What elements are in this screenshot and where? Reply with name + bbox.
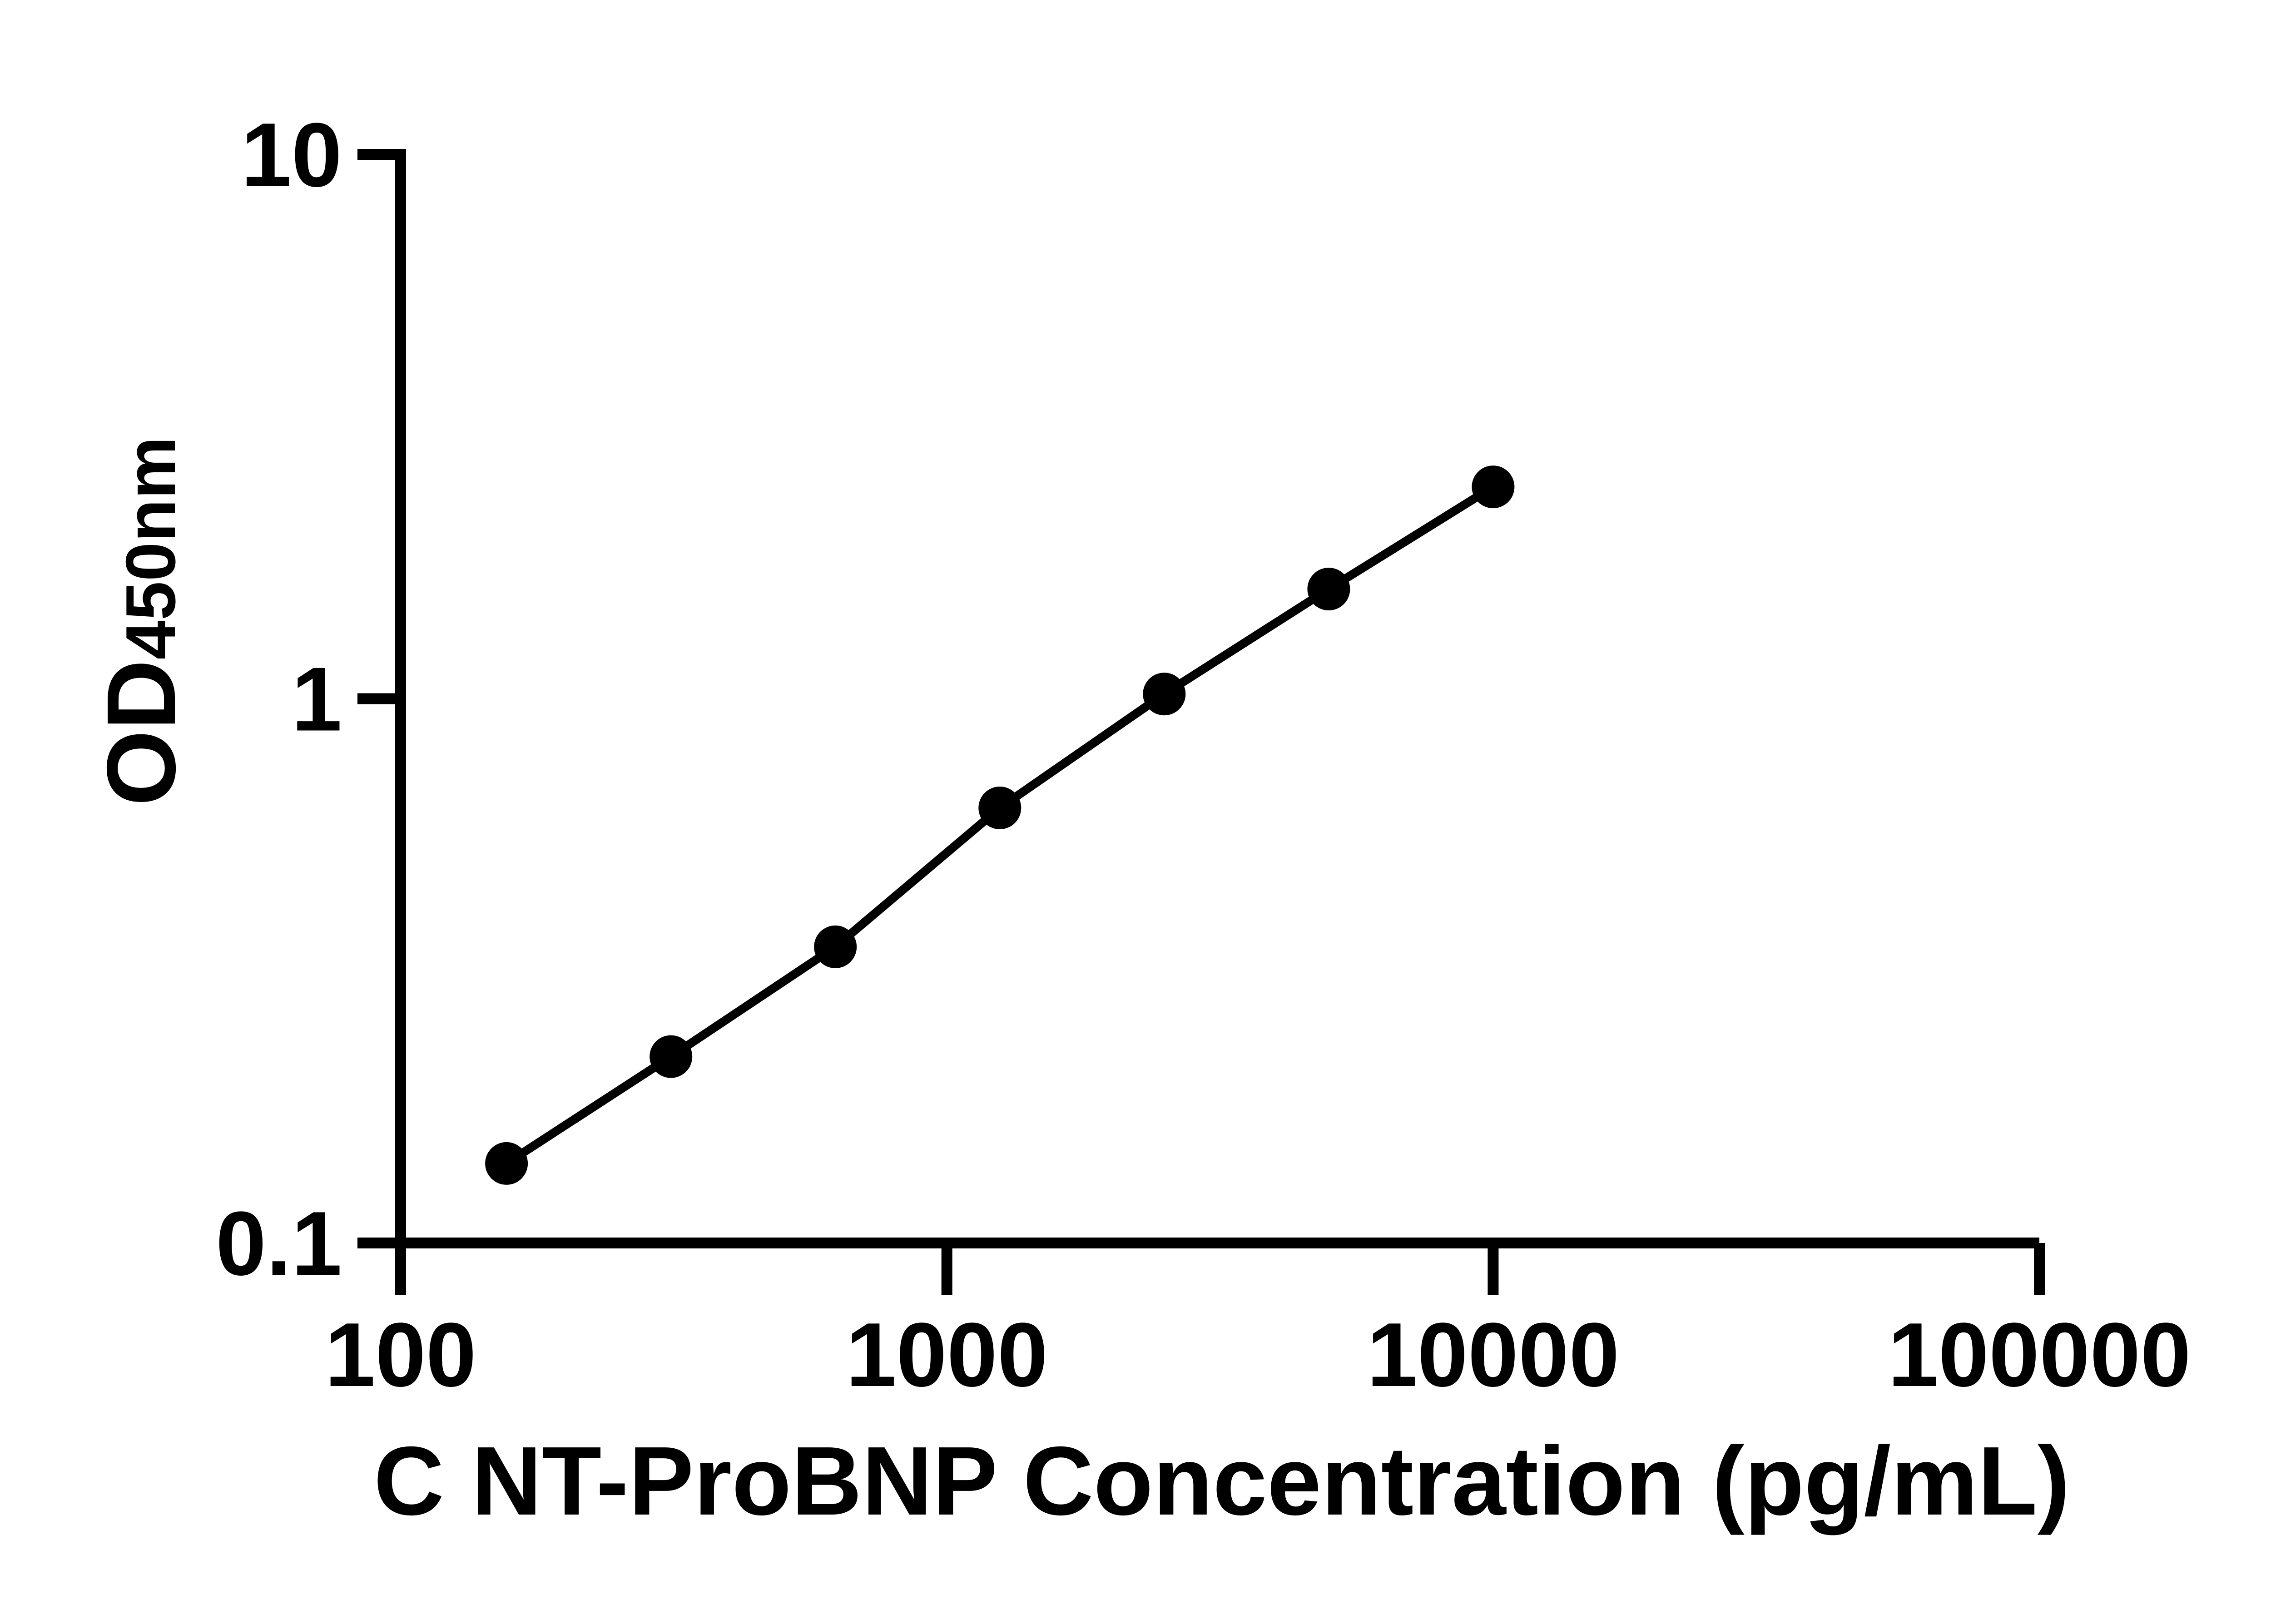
data-series	[485, 465, 1515, 1185]
x-axis-title: C NT-ProBNP Concentration (pg/mL)	[374, 1426, 2070, 1535]
data-point	[1143, 673, 1186, 716]
x-tick-label: 100000	[1888, 1304, 2191, 1406]
x-tick-label: 10000	[1367, 1304, 1619, 1406]
data-point	[650, 1035, 693, 1078]
data-point	[1472, 465, 1515, 509]
y-tick-label: 0.1	[216, 1193, 342, 1294]
data-point	[1307, 568, 1350, 611]
data-point	[978, 787, 1021, 829]
y-axis-title-sub: 450nm	[111, 436, 190, 659]
x-tick-label: 1000	[846, 1304, 1048, 1406]
y-tick-label: 10	[241, 104, 342, 206]
y-axis-title-main: OD	[86, 659, 196, 806]
axes	[357, 149, 2045, 1295]
y-axis-title: OD450nm	[86, 436, 196, 806]
y-tick-label: 1	[292, 649, 342, 750]
data-point	[485, 1142, 528, 1185]
data-point	[814, 925, 857, 968]
x-tick-label: 100	[325, 1304, 476, 1406]
